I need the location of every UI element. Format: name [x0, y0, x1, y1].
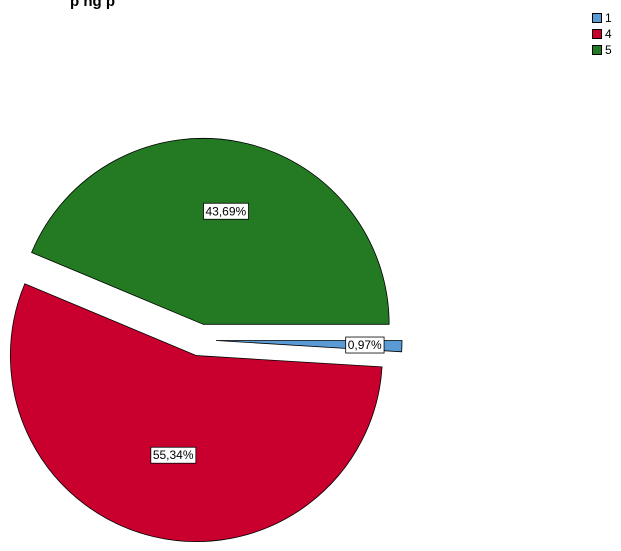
slice-label-box — [345, 336, 385, 354]
slice-label: 43,69% — [203, 202, 249, 220]
slice-label-text: 55,34% — [153, 448, 194, 462]
slice-label-text: 43,69% — [206, 204, 247, 218]
chart-title: p ng p — [70, 0, 115, 10]
slice-label: 0,97% — [345, 336, 385, 354]
slice-5 — [31, 137, 390, 325]
slice-label: 55,34% — [150, 446, 197, 464]
legend-item: 4 — [592, 26, 612, 42]
slice-label-text: 0,97% — [348, 338, 382, 352]
slice-4 — [10, 283, 383, 542]
slice-label-box — [150, 446, 197, 464]
legend-swatch — [592, 45, 602, 55]
legend-item: 1 — [592, 10, 612, 26]
legend-label: 4 — [605, 27, 612, 41]
legend-swatch — [592, 13, 602, 23]
legend-label: 5 — [605, 43, 612, 57]
legend-swatch — [592, 29, 602, 39]
slice-label-box — [203, 202, 249, 220]
legend: 1 4 5 — [592, 10, 612, 58]
legend-label: 1 — [605, 11, 612, 25]
legend-item: 5 — [592, 42, 612, 58]
